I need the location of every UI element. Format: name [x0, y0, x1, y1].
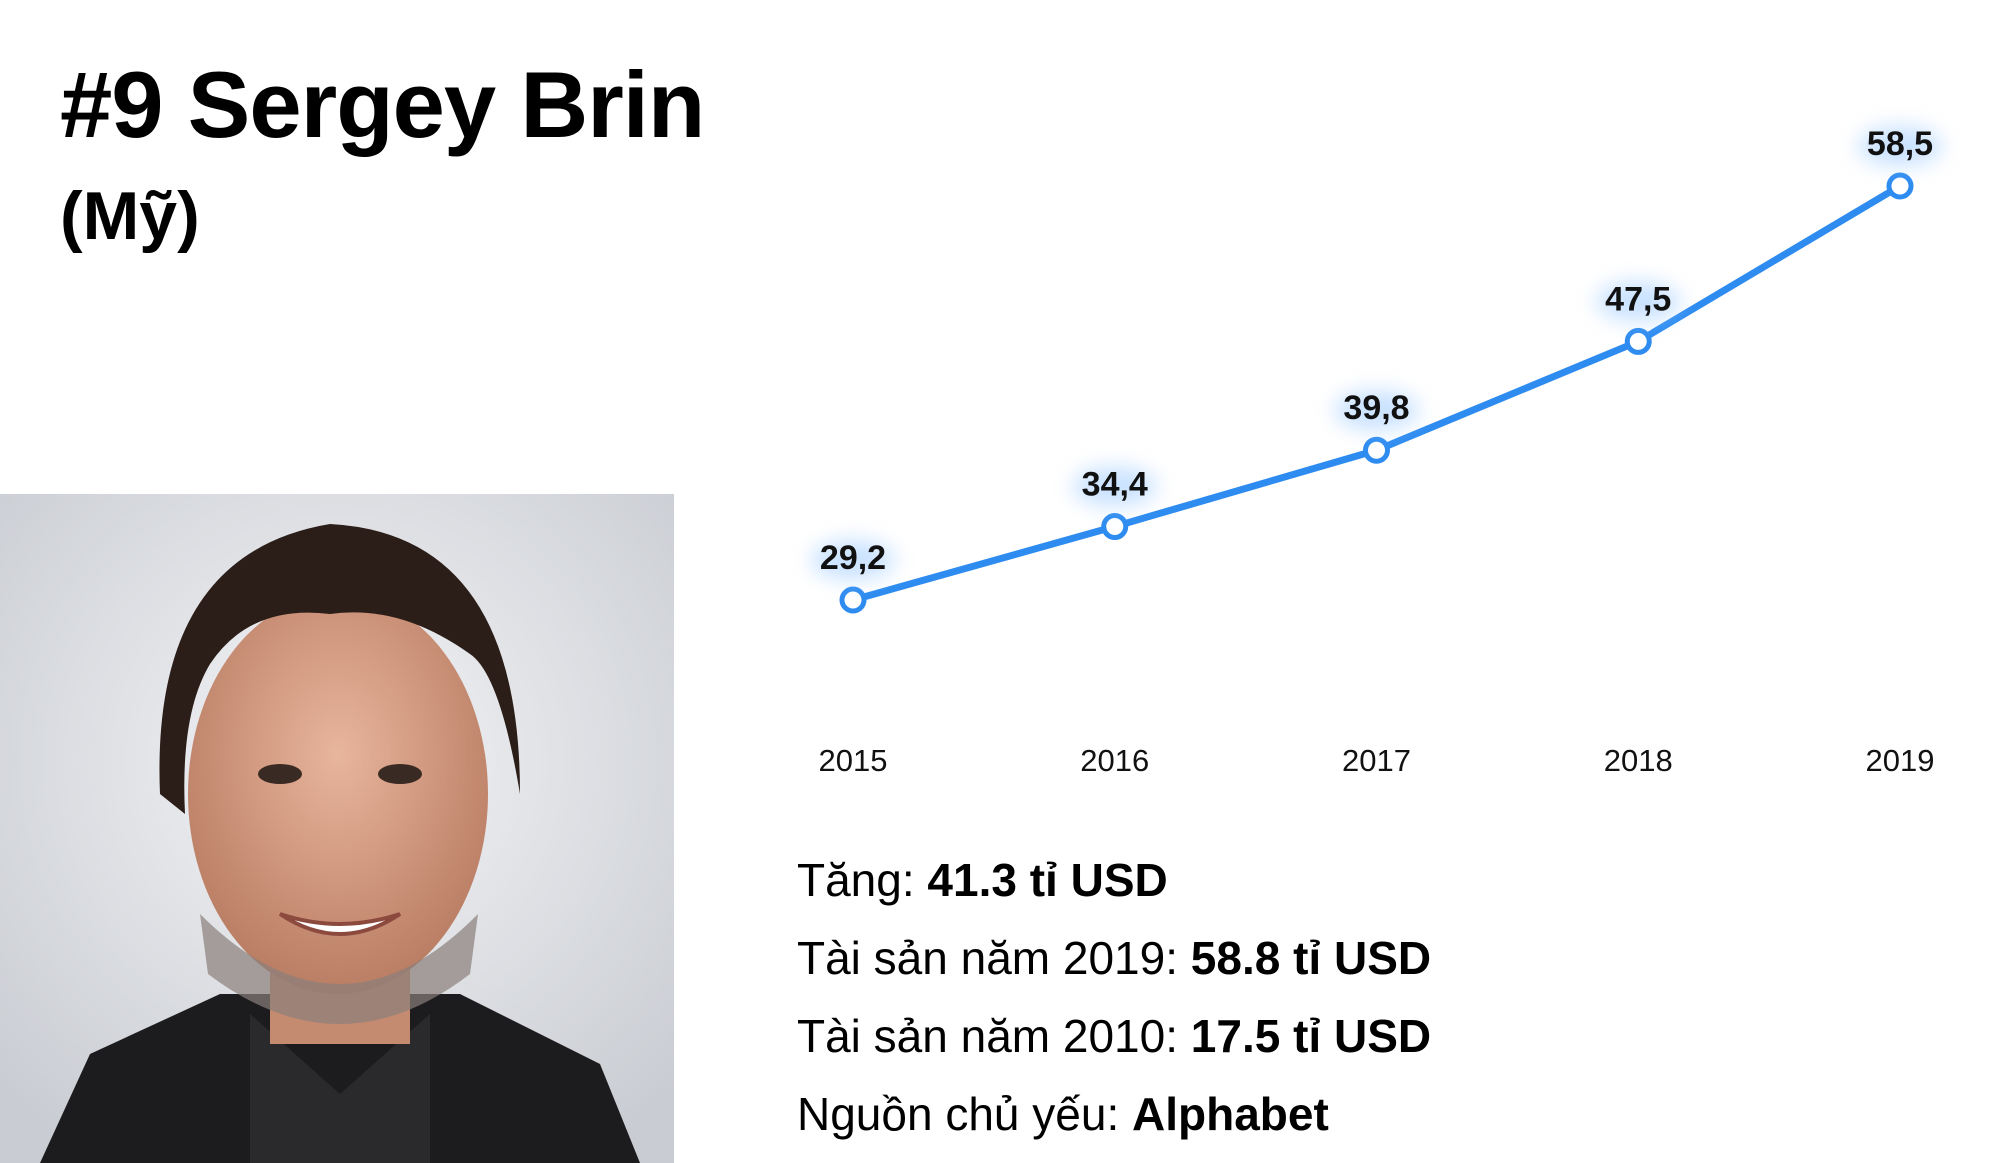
x-tick-label: 2019 — [1866, 743, 1935, 778]
label-glow — [1858, 126, 1942, 166]
fact-label: Tài sản năm 2010: — [797, 1010, 1179, 1062]
fact-row: Nguồn chủ yếu: Alphabet — [797, 1084, 1431, 1162]
data-label: 39,8 — [1343, 389, 1409, 427]
data-point — [1624, 327, 1652, 355]
data-label: 29,2 — [820, 539, 886, 577]
data-label: 47,5 — [1605, 280, 1671, 318]
fact-value: 17.5 tỉ USD — [1190, 1010, 1432, 1062]
fact-label: Tài sản năm 2019: — [797, 932, 1179, 984]
fact-label: Tăng: — [797, 854, 915, 906]
label-glow — [811, 540, 895, 580]
fact-value: 41.3 tỉ USD — [927, 854, 1168, 906]
x-tick-label: 2016 — [1080, 743, 1149, 778]
x-tick-label: 2015 — [819, 743, 888, 778]
fact-row: Tài sản năm 2010: 17.5 tỉ USD — [797, 1006, 1431, 1084]
fact-row: Tài sản năm 2019: 58.8 tỉ USD — [797, 928, 1431, 1006]
data-point — [1363, 436, 1390, 464]
data-point — [1886, 172, 1914, 200]
data-point — [1101, 513, 1129, 541]
fact-value: 58.8 tỉ USD — [1190, 932, 1432, 984]
label-glow — [1072, 466, 1157, 507]
fact-value: Alphabet — [1132, 1088, 1329, 1140]
subtitle: (Mỹ) — [60, 178, 200, 254]
line-chart: 2015 2016 2017 2018 2019 29,2 34,4 39,8 47,5 58,5 — [811, 125, 1942, 778]
label-glow — [1596, 281, 1681, 322]
fact-row: Tăng: 41.3 tỉ USD — [797, 850, 1431, 928]
x-tick-label: 2018 — [1604, 743, 1673, 778]
label-glow — [1334, 390, 1419, 431]
portrait-photo — [0, 494, 674, 1163]
data-label: 34,4 — [1082, 466, 1148, 504]
fact-label: Nguồn chủ yếu: — [797, 1088, 1120, 1140]
data-point — [839, 586, 867, 614]
title: #9 Sergey Brin — [60, 52, 705, 157]
x-tick-label: 2017 — [1342, 743, 1411, 778]
facts: Tăng: 41.3 tỉ USD Tài sản năm 2019: 58.8 … — [797, 850, 1431, 1162]
data-label: 58,5 — [1867, 125, 1933, 163]
